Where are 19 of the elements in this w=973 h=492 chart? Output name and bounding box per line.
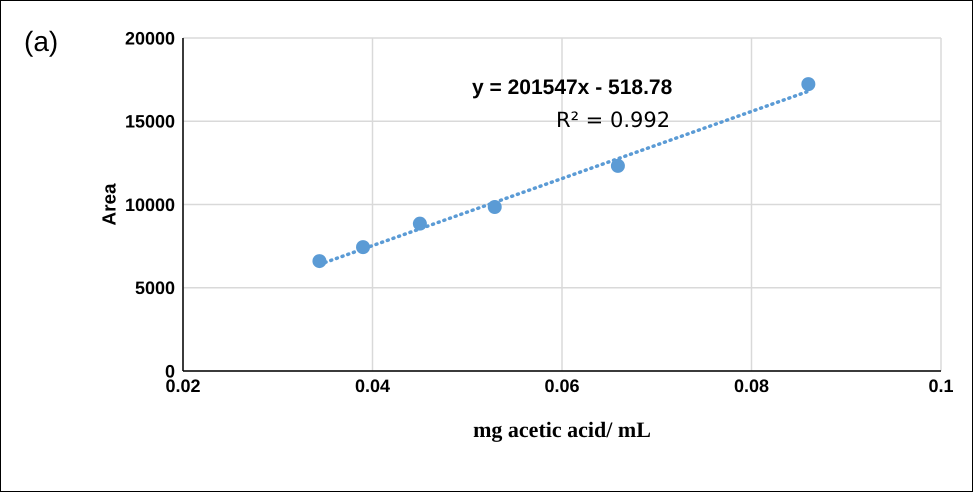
point <box>801 77 816 92</box>
point <box>356 240 370 254</box>
x-axis-title: mg acetic acid/ mL <box>473 417 651 442</box>
y-tick-label: 10000 <box>124 194 175 215</box>
y-tick-label: 20000 <box>124 28 175 48</box>
x-tick-label: 0.1 <box>928 376 954 396</box>
x-tick-label: 0.08 <box>734 376 770 396</box>
point <box>610 158 625 173</box>
annotation: y = 201547x - 518.78 <box>472 76 672 100</box>
text: (a) <box>24 26 58 58</box>
annotation: R² = 0.992 <box>556 108 670 132</box>
y-tick-label: 5000 <box>134 278 175 298</box>
x-tick-label: 0.06 <box>544 376 580 396</box>
x-tick-label: 0.04 <box>354 376 390 396</box>
point <box>488 200 502 214</box>
point <box>312 254 326 268</box>
point <box>412 216 427 231</box>
y-axis-title: Area <box>100 182 121 226</box>
y-tick-label: 15000 <box>124 112 175 132</box>
